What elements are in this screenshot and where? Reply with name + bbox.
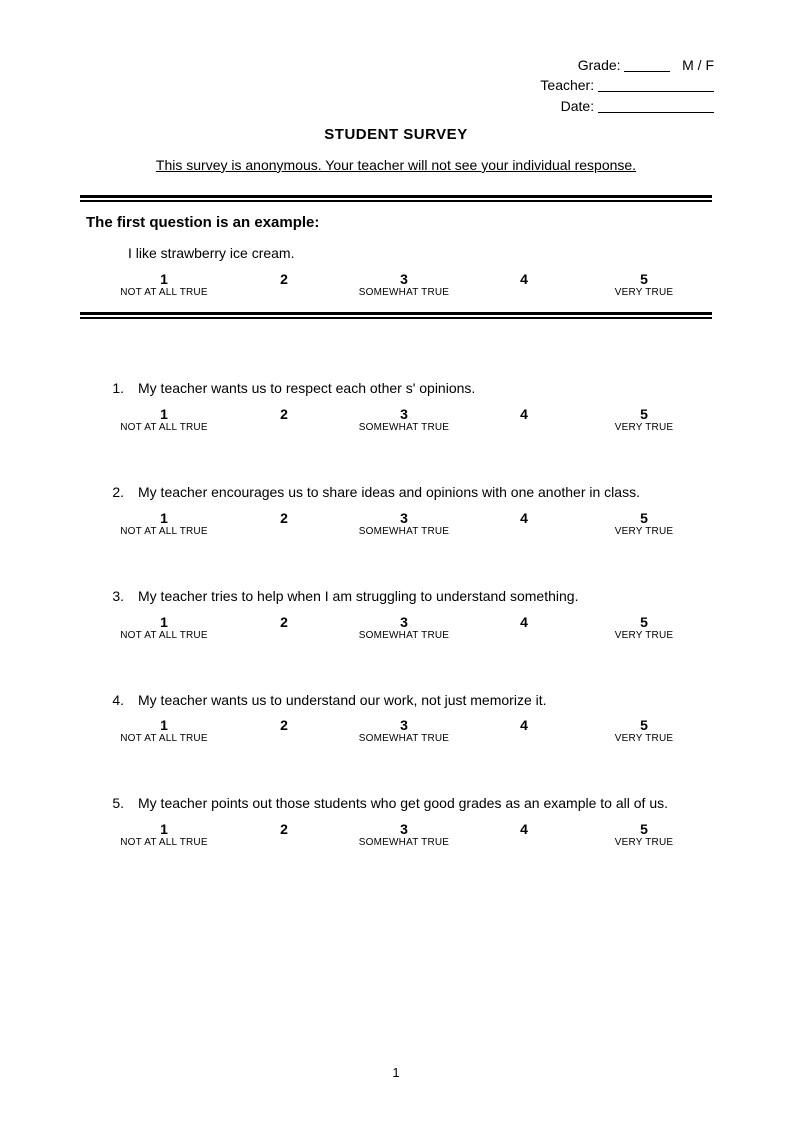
scale-option-4[interactable]: 4	[464, 406, 584, 433]
scale-label: SOMEWHAT TRUE	[344, 287, 464, 298]
question-text: My teacher points out those students who…	[138, 794, 714, 813]
scale-option-4[interactable]: 4	[464, 510, 584, 537]
question-scale: 1NOT AT ALL TRUE 2 3SOMEWHAT TRUE 4 5VER…	[104, 510, 704, 537]
question-number: 1.	[78, 379, 138, 398]
questions-list: 1. My teacher wants us to respect each o…	[78, 379, 714, 848]
scale-option-5[interactable]: 5VERY TRUE	[584, 717, 704, 744]
question-scale: 1NOT AT ALL TRUE 2 3SOMEWHAT TRUE 4 5VER…	[104, 821, 704, 848]
question-item: 5. My teacher points out those students …	[78, 794, 714, 848]
example-scale: 1 NOT AT ALL TRUE 2 3 SOMEWHAT TRUE 4 5 …	[104, 271, 704, 298]
scale-number: 4	[464, 271, 584, 287]
scale-number: 5	[584, 271, 704, 287]
scale-option-4[interactable]: 4	[464, 717, 584, 744]
question-text: My teacher wants us to understand our wo…	[138, 691, 714, 710]
scale-label	[224, 287, 344, 298]
scale-option-3[interactable]: 3 SOMEWHAT TRUE	[344, 271, 464, 298]
divider-bottom	[80, 312, 712, 319]
scale-option-3[interactable]: 3SOMEWHAT TRUE	[344, 821, 464, 848]
question-number: 3.	[78, 587, 138, 606]
page-number: 1	[0, 1065, 792, 1080]
scale-option-5[interactable]: 5VERY TRUE	[584, 406, 704, 433]
scale-option-2[interactable]: 2	[224, 717, 344, 744]
student-info-fields: Grade: M / F Teacher: Date:	[78, 55, 714, 116]
divider-top	[80, 195, 712, 202]
scale-option-2[interactable]: 2	[224, 271, 344, 298]
scale-option-3[interactable]: 3SOMEWHAT TRUE	[344, 614, 464, 641]
scale-option-2[interactable]: 2	[224, 510, 344, 537]
survey-page: Grade: M / F Teacher: Date: STUDENT SURV…	[0, 0, 792, 1122]
question-item: 2. My teacher encourages us to share ide…	[78, 483, 714, 537]
scale-label: VERY TRUE	[584, 287, 704, 298]
scale-option-5[interactable]: 5VERY TRUE	[584, 614, 704, 641]
scale-option-1[interactable]: 1NOT AT ALL TRUE	[104, 717, 224, 744]
example-heading: The first question is an example:	[86, 214, 714, 231]
anonymous-note: This survey is anonymous. Your teacher w…	[78, 157, 714, 173]
scale-option-2[interactable]: 2	[224, 614, 344, 641]
teacher-label: Teacher:	[540, 77, 594, 93]
scale-option-1[interactable]: 1NOT AT ALL TRUE	[104, 510, 224, 537]
scale-option-3[interactable]: 3SOMEWHAT TRUE	[344, 717, 464, 744]
question-number: 5.	[78, 794, 138, 813]
scale-option-1[interactable]: 1NOT AT ALL TRUE	[104, 614, 224, 641]
scale-option-5[interactable]: 5VERY TRUE	[584, 821, 704, 848]
scale-option-2[interactable]: 2	[224, 406, 344, 433]
question-item: 3. My teacher tries to help when I am st…	[78, 587, 714, 641]
scale-option-4[interactable]: 4	[464, 614, 584, 641]
grade-blank[interactable]	[624, 57, 670, 72]
question-scale: 1NOT AT ALL TRUE 2 3SOMEWHAT TRUE 4 5VER…	[104, 614, 704, 641]
scale-option-5[interactable]: 5 VERY TRUE	[584, 271, 704, 298]
question-text: My teacher encourages us to share ideas …	[138, 483, 714, 502]
gender-label: M / F	[682, 57, 714, 73]
scale-number: 1	[104, 271, 224, 287]
scale-option-2[interactable]: 2	[224, 821, 344, 848]
scale-number: 3	[344, 271, 464, 287]
scale-option-5[interactable]: 5VERY TRUE	[584, 510, 704, 537]
scale-option-1[interactable]: 1 NOT AT ALL TRUE	[104, 271, 224, 298]
example-prompt: I like strawberry ice cream.	[128, 245, 714, 261]
scale-option-1[interactable]: 1NOT AT ALL TRUE	[104, 406, 224, 433]
date-label: Date:	[561, 98, 594, 114]
page-title: STUDENT SURVEY	[78, 126, 714, 143]
scale-option-4[interactable]: 4	[464, 821, 584, 848]
teacher-blank[interactable]	[598, 77, 714, 92]
question-item: 1. My teacher wants us to respect each o…	[78, 379, 714, 433]
date-blank[interactable]	[598, 98, 714, 113]
grade-label: Grade:	[578, 57, 621, 73]
scale-option-3[interactable]: 3SOMEWHAT TRUE	[344, 406, 464, 433]
question-scale: 1NOT AT ALL TRUE 2 3SOMEWHAT TRUE 4 5VER…	[104, 717, 704, 744]
question-text: My teacher wants us to respect each othe…	[138, 379, 714, 398]
question-text: My teacher tries to help when I am strug…	[138, 587, 714, 606]
scale-label	[464, 287, 584, 298]
scale-option-1[interactable]: 1NOT AT ALL TRUE	[104, 821, 224, 848]
question-scale: 1NOT AT ALL TRUE 2 3SOMEWHAT TRUE 4 5VER…	[104, 406, 704, 433]
scale-option-4[interactable]: 4	[464, 271, 584, 298]
question-number: 4.	[78, 691, 138, 710]
scale-option-3[interactable]: 3SOMEWHAT TRUE	[344, 510, 464, 537]
scale-number: 2	[224, 271, 344, 287]
question-number: 2.	[78, 483, 138, 502]
question-item: 4. My teacher wants us to understand our…	[78, 691, 714, 745]
scale-label: NOT AT ALL TRUE	[104, 287, 224, 298]
